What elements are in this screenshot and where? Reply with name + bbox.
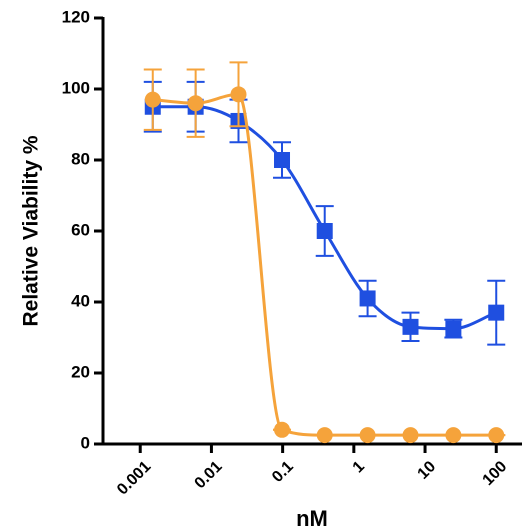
x-tick-label: 1 — [350, 458, 368, 476]
marker — [488, 304, 505, 321]
marker — [402, 318, 419, 335]
marker — [274, 421, 291, 438]
x-tick-label: 100 — [480, 458, 511, 489]
marker — [274, 152, 291, 168]
marker — [316, 427, 333, 444]
marker — [316, 223, 333, 239]
y-tick-label: 80 — [71, 149, 90, 168]
marker — [445, 427, 462, 444]
x-axis-label: nM — [296, 506, 328, 531]
marker — [230, 86, 247, 103]
x-tick-label: 10 — [415, 458, 440, 483]
y-tick-label: 100 — [62, 78, 90, 97]
y-tick-label: 120 — [62, 7, 90, 26]
marker — [359, 290, 376, 307]
marker — [359, 427, 376, 444]
y-tick-label: 20 — [71, 362, 90, 381]
y-tick-label: 0 — [81, 433, 90, 452]
y-tick-label: 40 — [71, 291, 90, 310]
x-tick-label: 0.01 — [192, 458, 226, 492]
x-tick-label: 0.001 — [114, 458, 154, 498]
x-tick-label: 0.1 — [269, 458, 297, 486]
marker — [144, 91, 161, 108]
fit-curve — [152, 92, 497, 437]
y-axis-label: Relative Viability % — [20, 135, 43, 326]
marker — [445, 320, 462, 337]
marker — [488, 427, 505, 444]
y-tick-label: 60 — [71, 220, 90, 239]
marker — [402, 427, 419, 444]
marker — [187, 95, 204, 112]
